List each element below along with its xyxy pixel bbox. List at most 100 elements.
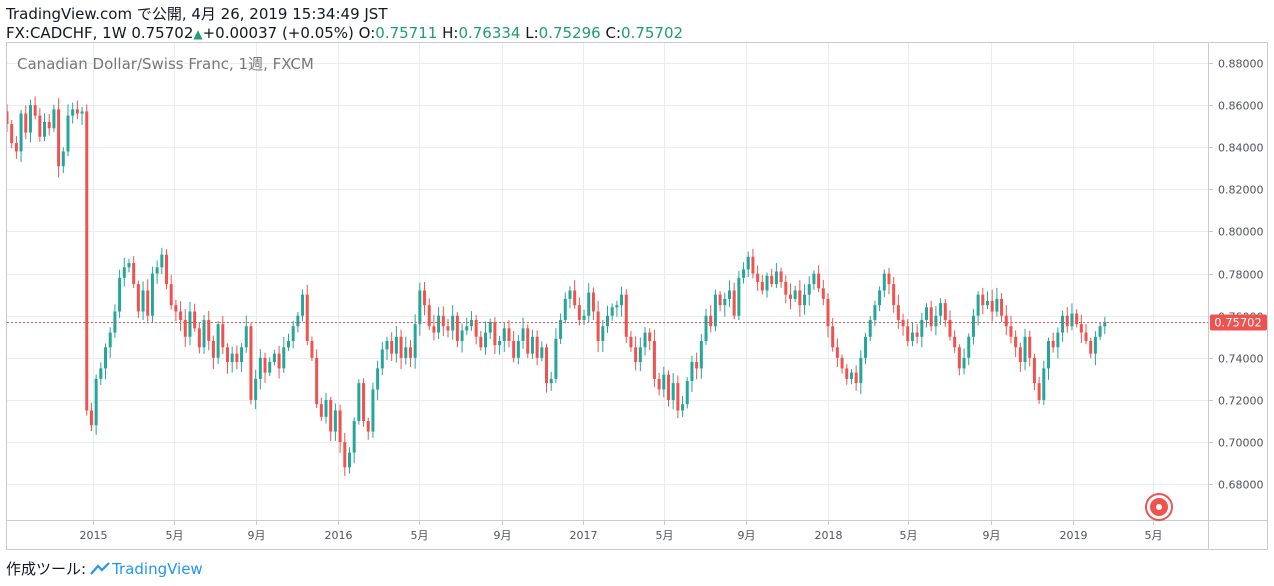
candle-body	[343, 442, 347, 468]
candle-body	[155, 267, 159, 274]
price-tick-label: 0.78000	[1218, 269, 1264, 282]
candle-body	[469, 319, 473, 327]
candle-body	[643, 332, 647, 348]
candle-body	[1028, 336, 1032, 358]
candle-body	[620, 294, 624, 306]
candle-body	[695, 362, 699, 369]
candle-body	[118, 277, 122, 312]
price-tick-label: 0.74000	[1218, 353, 1264, 366]
time-tick-label: 5月	[411, 529, 429, 542]
price-tag-label: 0.75702	[1214, 316, 1262, 330]
candle-body	[89, 410, 93, 426]
candle-body	[254, 378, 258, 400]
candle-body	[859, 357, 863, 384]
candle-body	[1070, 313, 1074, 327]
candle-body	[108, 332, 112, 348]
candle-body	[896, 305, 900, 320]
candle-body	[488, 322, 492, 333]
candle-body	[1000, 298, 1004, 316]
candle-body	[835, 347, 839, 358]
candle-body	[324, 399, 328, 417]
candle-body	[451, 315, 455, 331]
candle-body	[38, 115, 42, 137]
candle-body	[502, 328, 506, 341]
candle-body	[864, 336, 868, 358]
candle-body	[174, 305, 178, 312]
candle-body	[160, 254, 164, 268]
candle-body	[113, 311, 117, 333]
price-tick-label: 0.68000	[1218, 479, 1264, 492]
time-tick-label: 9月	[983, 529, 1001, 542]
candle-body	[873, 305, 877, 320]
candle-body	[193, 311, 197, 329]
candle-body	[408, 347, 412, 358]
candle-body	[699, 340, 703, 369]
candle-body	[1023, 336, 1027, 363]
candle-body	[718, 294, 722, 306]
candle-body	[19, 113, 23, 152]
candle-body	[385, 340, 389, 350]
candle-body	[821, 288, 825, 299]
candle-body	[770, 275, 774, 285]
candle-body	[624, 294, 628, 337]
candle-body	[80, 111, 84, 114]
candle-body	[765, 275, 769, 291]
candle-body	[981, 294, 985, 306]
candle-body	[967, 336, 971, 358]
tradingview-logo-icon[interactable]	[90, 562, 110, 576]
candle-body	[1018, 347, 1022, 363]
candle-body	[127, 263, 131, 268]
candle-body	[141, 290, 145, 312]
candle-body	[7, 111, 9, 125]
candle-body	[272, 353, 276, 363]
candle-body	[854, 372, 858, 384]
candle-body	[188, 311, 192, 337]
candle-body	[315, 357, 319, 405]
candle-body	[681, 404, 685, 411]
candle-body	[258, 357, 262, 379]
candle-body	[216, 324, 220, 358]
candle-body	[634, 347, 638, 363]
candle-body	[892, 284, 896, 306]
candle-body	[207, 319, 211, 341]
chart-frame[interactable]: 0.680000.700000.720000.740000.760000.780…	[6, 42, 1268, 550]
low-label: L:	[525, 24, 539, 42]
candles	[7, 96, 1107, 476]
candle-body	[606, 315, 609, 327]
symbol-interval: FX:CADCHF, 1W	[6, 24, 127, 42]
candle-body	[183, 319, 187, 337]
candle-body	[798, 290, 802, 306]
candle-body	[1051, 340, 1055, 348]
candle-body	[165, 254, 169, 285]
time-tick-label: 9月	[248, 529, 266, 542]
published-line: TradingView.com で公開, 4月 26, 2019 15:34:4…	[6, 5, 388, 23]
candle-body	[14, 143, 18, 152]
candle-body	[47, 121, 51, 129]
candle-body	[1046, 340, 1050, 369]
candle-body	[990, 300, 994, 312]
tradingview-brand-link[interactable]: TradingView	[112, 560, 203, 578]
candle-body	[760, 282, 764, 291]
made-with-label: 作成ツール:	[6, 560, 87, 578]
candle-body	[1089, 340, 1093, 354]
candle-body	[465, 326, 469, 331]
candle-body	[75, 109, 79, 114]
open-value: 0.75711	[375, 24, 438, 42]
candle-body	[976, 294, 980, 316]
candle-body	[493, 322, 497, 346]
candle-body	[610, 307, 614, 316]
candle-body	[568, 290, 572, 299]
time-tick-label: 2019	[1060, 529, 1088, 542]
candle-body	[1014, 336, 1018, 348]
candle-body	[723, 298, 727, 306]
price-tag: 0.75702	[1210, 314, 1267, 331]
candle-body	[530, 336, 534, 354]
candle-body	[915, 332, 919, 337]
price-tick-label: 0.72000	[1218, 395, 1264, 408]
candle-body	[52, 109, 56, 129]
candle-body	[906, 326, 910, 341]
candle-body	[1032, 357, 1036, 384]
candle-body	[948, 319, 952, 337]
candle-body	[704, 315, 708, 341]
candlestick-chart[interactable]: 0.680000.700000.720000.740000.760000.780…	[7, 43, 1267, 549]
